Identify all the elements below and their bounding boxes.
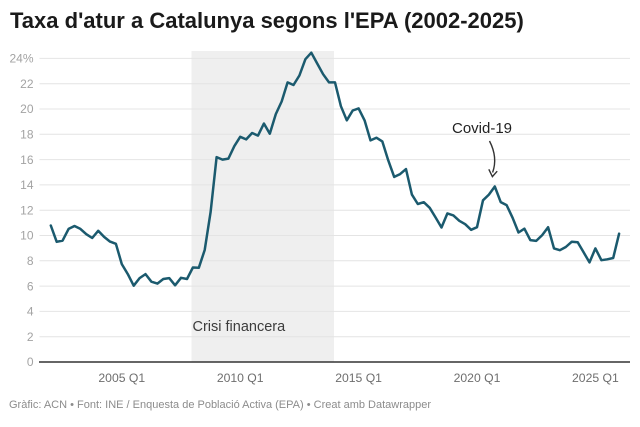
- svg-text:2: 2: [27, 330, 34, 344]
- svg-text:14: 14: [20, 178, 34, 192]
- svg-text:12: 12: [20, 203, 34, 217]
- svg-text:2020 Q1: 2020 Q1: [454, 371, 501, 385]
- svg-text:18: 18: [20, 128, 34, 142]
- svg-text:6: 6: [27, 279, 34, 293]
- svg-text:2005 Q1: 2005 Q1: [98, 371, 145, 385]
- svg-text:16: 16: [20, 153, 34, 167]
- svg-text:20: 20: [20, 102, 34, 116]
- svg-text:22: 22: [20, 77, 34, 91]
- svg-text:Covid-19: Covid-19: [452, 120, 512, 137]
- svg-text:24%: 24%: [9, 52, 33, 66]
- svg-text:0: 0: [27, 355, 34, 369]
- svg-text:2015 Q1: 2015 Q1: [335, 371, 382, 385]
- svg-text:Crisi financera: Crisi financera: [193, 319, 287, 335]
- svg-text:8: 8: [27, 254, 34, 268]
- svg-text:4: 4: [27, 305, 34, 319]
- svg-text:10: 10: [20, 229, 34, 243]
- svg-text:2010 Q1: 2010 Q1: [217, 371, 264, 385]
- svg-text:2025 Q1: 2025 Q1: [572, 371, 619, 385]
